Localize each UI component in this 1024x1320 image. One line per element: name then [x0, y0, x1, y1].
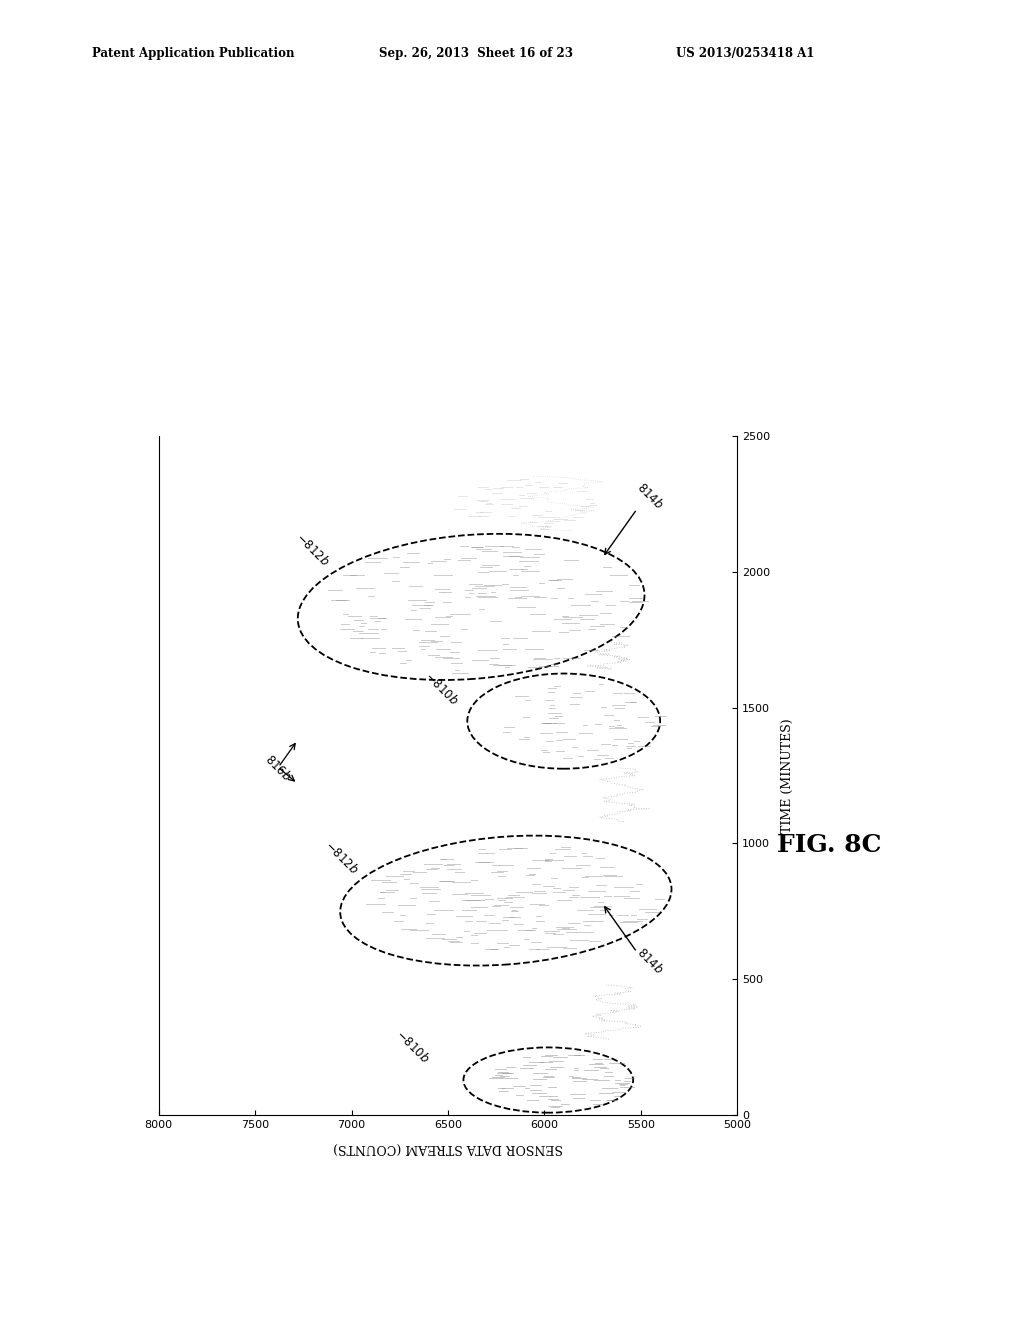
Text: Patent Application Publication: Patent Application Publication [92, 46, 295, 59]
Text: $-810b$: $-810b$ [394, 1027, 433, 1065]
Y-axis label: TIME (MINUTES): TIME (MINUTES) [781, 718, 795, 833]
Text: $814b$: $814b$ [635, 944, 667, 977]
Text: Sep. 26, 2013  Sheet 16 of 23: Sep. 26, 2013 Sheet 16 of 23 [379, 46, 572, 59]
X-axis label: SENSOR DATA STREAM (COUNTS): SENSOR DATA STREAM (COUNTS) [333, 1142, 563, 1155]
Text: FIG. 8C: FIG. 8C [777, 833, 882, 857]
Text: $816b$: $816b$ [262, 751, 294, 783]
Text: US 2013/0253418 A1: US 2013/0253418 A1 [676, 46, 814, 59]
Text: $-812b$: $-812b$ [294, 531, 333, 569]
Text: $-810b$: $-810b$ [423, 669, 462, 708]
Text: $-812b$: $-812b$ [323, 838, 361, 876]
Text: $814b$: $814b$ [635, 479, 667, 511]
